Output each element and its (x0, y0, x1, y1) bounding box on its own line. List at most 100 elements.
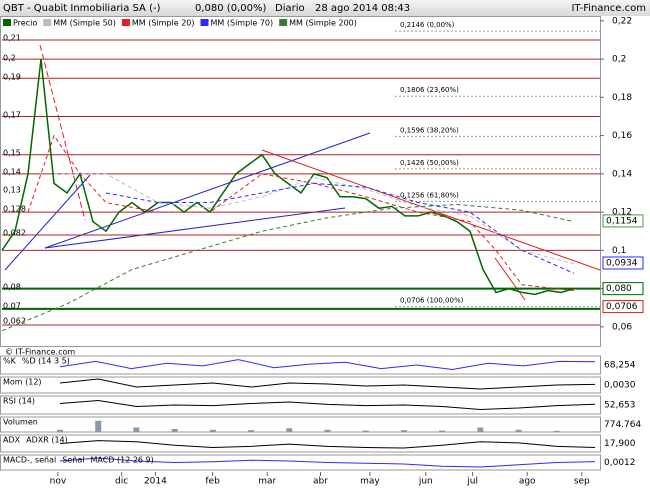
level-label: 0,128 (3, 205, 26, 214)
x-tick-label: jul (466, 477, 478, 487)
series-line (1, 58, 575, 296)
indicator-line (59, 359, 596, 371)
panel-frame (0, 416, 601, 433)
legend-swatch (43, 19, 52, 26)
x-tick-label: nov (50, 477, 67, 487)
panel-label: ADX (3, 436, 21, 445)
legend-swatch (200, 19, 209, 26)
y-tick-label: 0,2 (612, 55, 626, 65)
legend-label: Precio (13, 19, 37, 28)
legend-swatch (121, 19, 130, 26)
x-tick-label: abr (313, 477, 328, 487)
x-tick-label: jun (418, 477, 433, 487)
trend-line (44, 207, 346, 249)
legend-swatch (279, 19, 288, 26)
series-line (54, 173, 575, 265)
y-tick-label: 0,18 (612, 93, 632, 103)
panel-frame (0, 454, 601, 471)
volume-bar (248, 430, 255, 432)
fib-label: 0,0706 (100,00%) (400, 297, 464, 305)
level-label: 0,08 (3, 283, 21, 292)
panel-value: 0,0030 (604, 381, 636, 391)
panel-value: 68,254 (604, 361, 636, 371)
last-value-box (602, 300, 644, 314)
y-tick-label: 0,12 (612, 208, 632, 218)
watermark: © IT-Finance.com (5, 348, 75, 357)
indicator-line (59, 399, 596, 411)
x-tick-label: may (360, 477, 380, 487)
panel-label: %D (14 3 5) (22, 357, 70, 366)
change: 0,080 (0,00%) (195, 3, 266, 14)
fib-label: 0,2146 (0,00%) (400, 21, 455, 29)
volume-bar (477, 427, 484, 432)
panel-label: RSI (14) (3, 397, 35, 406)
trend-line (44, 132, 371, 249)
x-tick-label: 2014 (144, 477, 167, 487)
period: Diario (275, 3, 305, 14)
volume-bar (324, 429, 331, 432)
trend-line (4, 174, 91, 271)
fib-label: 0,1806 (23,60%) (400, 86, 459, 94)
panel-value: 0,0012 (604, 458, 636, 468)
volume-bar (553, 430, 560, 432)
volume-bar (592, 431, 598, 432)
panel-label: Mom (12) (3, 378, 42, 387)
legend-label: MM (Simple 70) (211, 19, 274, 28)
level-label: 0,21 (3, 34, 21, 43)
fib-label: 0,1596 (38,20%) (400, 126, 459, 134)
level-label: 0,2 (3, 54, 16, 63)
level-label: 0,17 (3, 111, 21, 120)
panel-frame (0, 395, 601, 415)
y-tick-label: 0,06 (612, 322, 632, 332)
panel-label: MACD (12 26 9) (90, 456, 153, 465)
volume-bar (171, 429, 178, 432)
plot-frame (0, 16, 601, 347)
level-label: 0,062 (3, 317, 26, 326)
x-tick-label: dic (115, 477, 128, 487)
y-tick-label: 0,16 (612, 131, 632, 141)
volume-bar (362, 430, 369, 432)
legend-label: MM (Simple 200) (289, 19, 357, 28)
last-value-label: 0,1154 (606, 216, 638, 226)
volume-bar (286, 428, 293, 432)
fib-label: 0,1426 (50,00%) (400, 159, 459, 167)
legend-label: MM (Simple 20) (132, 19, 195, 28)
last-value-box (602, 256, 644, 270)
level-label: 0,07 (3, 302, 21, 311)
level-label: 0,13 (3, 186, 21, 195)
panel-frame (0, 355, 601, 375)
x-tick-label: sep (574, 477, 590, 487)
trend-line (39, 44, 86, 221)
last-value-box (602, 214, 644, 228)
y-tick-label: 0,14 (612, 169, 632, 179)
level-label: 0,14 (3, 168, 21, 177)
title: QBT - Quabit Inmobiliaria SA (-) (3, 3, 161, 14)
last-value-label: 0,080 (606, 284, 632, 294)
y-tick-label: 0,22 (612, 16, 632, 26)
panel-label: MACD-, señal (3, 456, 56, 465)
panel-value: 52,653 (604, 401, 636, 411)
site: IT-Finance.com (571, 3, 646, 14)
indicator-line (59, 378, 596, 390)
panel-value: 17,900 (604, 439, 636, 449)
volume-bar (95, 420, 102, 432)
last-value-label: 0,0934 (606, 258, 638, 268)
volume-bar (400, 430, 407, 432)
fib-label: 0,1256 (61,80%) (400, 191, 459, 199)
level-label: 0,15 (3, 149, 21, 158)
level-label: 0,19 (3, 73, 21, 82)
indicator-line (59, 440, 596, 449)
x-tick-label: feb (205, 477, 220, 487)
x-tick-label: mar (258, 477, 276, 487)
series-line (1, 203, 575, 332)
panel-label: Volumen (3, 418, 38, 427)
panel-label: Señal (62, 456, 84, 465)
panel-frame (0, 376, 601, 394)
series-line (105, 182, 575, 274)
volume-bar (57, 429, 63, 432)
volume-bar (209, 429, 216, 432)
series-line (27, 134, 575, 292)
indicator-line (59, 457, 596, 468)
